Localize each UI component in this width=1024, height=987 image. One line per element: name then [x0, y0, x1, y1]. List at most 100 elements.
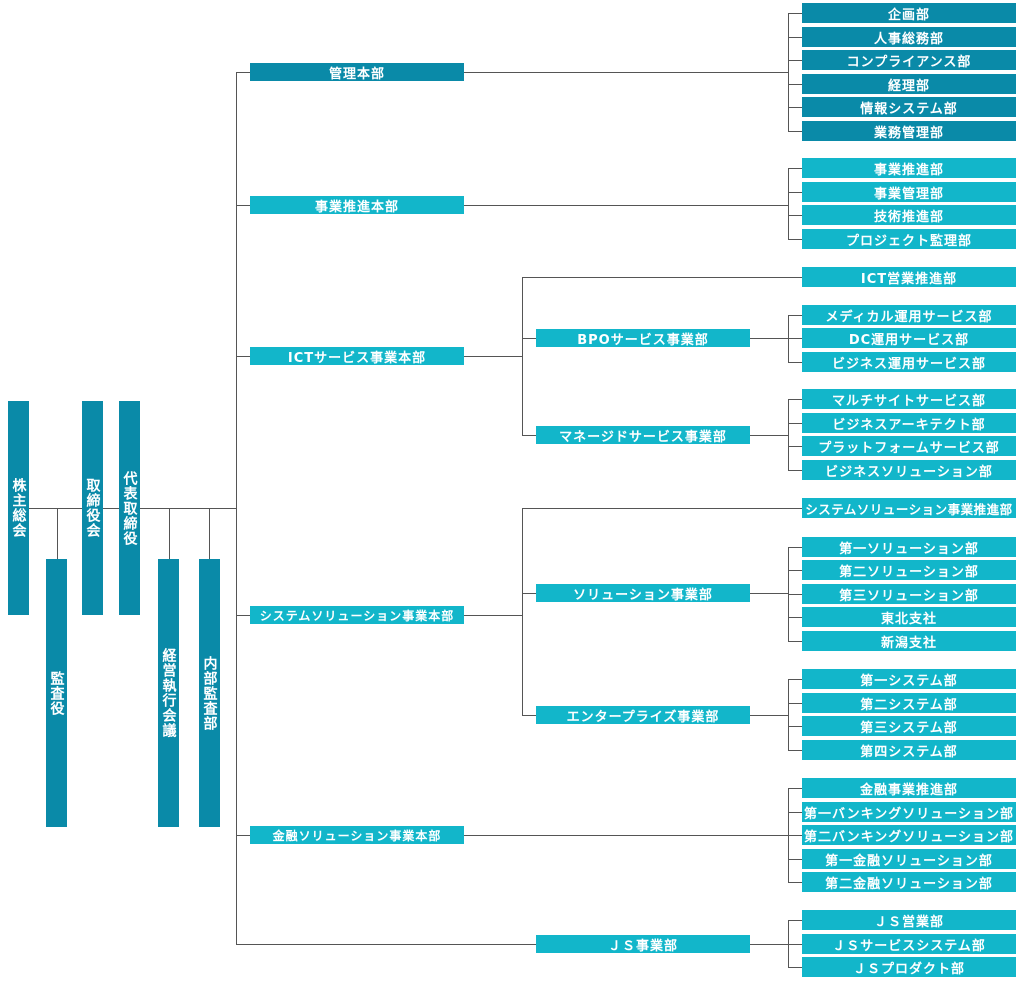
department-box: メディカル運用サービス部 — [802, 305, 1016, 325]
department-box: 第二ソリューション部 — [802, 560, 1016, 580]
department-box: 第一金融ソリューション部 — [802, 849, 1016, 869]
connector-line — [464, 204, 788, 206]
connector-line — [522, 507, 802, 509]
department-box: 東北支社 — [802, 607, 1016, 627]
department-box: マルチサイトサービス部 — [802, 389, 1016, 409]
connector-line — [787, 168, 789, 239]
department-box: システムソリューション事業推進部 — [802, 498, 1016, 518]
connector-line — [788, 569, 802, 571]
governance-body: 株主総会 — [8, 401, 29, 615]
connector-line — [788, 238, 802, 240]
department-box: ICT営業推進部 — [802, 267, 1016, 287]
connector-line — [788, 398, 802, 400]
division-box: システムソリューション事業本部 — [250, 606, 464, 624]
department-box: 第一システム部 — [802, 669, 1016, 689]
connector-line — [788, 469, 802, 471]
department-box: 事業管理部 — [802, 182, 1016, 202]
department-box: 情報システム部 — [802, 97, 1016, 117]
connector-line — [788, 678, 802, 680]
department-box: プロジェクト監理部 — [802, 229, 1016, 249]
business-unit-box: ソリューション事業部 — [536, 584, 750, 602]
connector-line — [521, 277, 523, 435]
department-box: DC運用サービス部 — [802, 328, 1016, 348]
connector-line — [788, 106, 802, 108]
department-box: ビジネス運用サービス部 — [802, 352, 1016, 372]
department-box: 企画部 — [802, 3, 1016, 23]
connector-line — [788, 640, 802, 642]
connector-line — [788, 36, 802, 38]
division-box: ＪＳ事業部 — [536, 935, 750, 953]
connector-line — [522, 434, 536, 436]
department-box: 第一ソリューション部 — [802, 537, 1016, 557]
connector-line — [788, 314, 802, 316]
connector-line — [236, 71, 250, 73]
department-box: ＪＳ営業部 — [802, 910, 1016, 930]
connector-line — [521, 508, 523, 715]
department-box: 経理部 — [802, 74, 1016, 94]
connector-line — [788, 337, 802, 339]
connector-line — [464, 614, 522, 616]
connector-line — [788, 214, 802, 216]
business-unit-box: マネージドサービス事業部 — [536, 426, 750, 444]
department-box: 金融事業推進部 — [802, 778, 1016, 798]
department-box: 技術推進部 — [802, 205, 1016, 225]
department-box: コンプライアンス部 — [802, 50, 1016, 70]
governance-body: 監査役 — [46, 559, 67, 827]
connector-line — [788, 12, 802, 14]
department-box: ビジネスソリューション部 — [802, 460, 1016, 480]
department-box: プラットフォームサービス部 — [802, 436, 1016, 456]
department-box: 第二バンキングソリューション部 — [802, 825, 1016, 845]
governance-body: 取締役会 — [82, 401, 103, 615]
connector-line — [788, 919, 802, 921]
division-box: 金融ソリューション事業本部 — [250, 826, 464, 844]
connector-line — [788, 191, 802, 193]
governance-body: 代表取締役 — [119, 401, 140, 615]
division-box: 事業推進本部 — [250, 196, 464, 214]
department-box: 第四システム部 — [802, 740, 1016, 760]
connector-line — [788, 702, 802, 704]
department-box: 第二システム部 — [802, 693, 1016, 713]
governance-body: 内部監査部 — [199, 559, 220, 827]
department-box: ＪＳサービスシステム部 — [802, 934, 1016, 954]
connector-line — [788, 593, 802, 595]
business-unit-box: エンタープライズ事業部 — [536, 706, 750, 724]
connector-line — [750, 337, 788, 339]
connector-line — [788, 361, 802, 363]
connector-line — [787, 13, 789, 131]
department-box: 業務管理部 — [802, 121, 1016, 141]
connector-line — [236, 204, 250, 206]
department-box: 人事総務部 — [802, 27, 1016, 47]
division-box: ICTサービス事業本部 — [250, 347, 464, 365]
connector-line — [788, 858, 802, 860]
connector-line — [787, 679, 789, 750]
connector-line — [787, 315, 789, 362]
connector-line — [788, 811, 802, 813]
division-box: 管理本部 — [250, 63, 464, 81]
connector-line — [522, 592, 536, 594]
department-box: 事業推進部 — [802, 158, 1016, 178]
department-box: 第三システム部 — [802, 716, 1016, 736]
connector-line — [522, 714, 536, 716]
connector-line — [788, 83, 802, 85]
department-box: 新潟支社 — [802, 631, 1016, 651]
connector-line — [208, 508, 210, 559]
connector-line — [464, 71, 788, 73]
connector-line — [788, 943, 802, 945]
connector-line — [788, 787, 802, 789]
connector-line — [235, 72, 237, 944]
connector-line — [787, 399, 789, 470]
connector-line — [788, 749, 802, 751]
department-box: 第一バンキングソリューション部 — [802, 802, 1016, 822]
connector-line — [750, 714, 788, 716]
connector-line — [464, 355, 522, 357]
connector-line — [788, 616, 802, 618]
connector-line — [788, 834, 802, 836]
department-box: ＪＳプロダクト部 — [802, 957, 1016, 977]
connector-line — [236, 614, 250, 616]
connector-line — [464, 834, 788, 836]
connector-line — [750, 592, 788, 594]
connector-line — [168, 508, 170, 559]
connector-line — [788, 130, 802, 132]
business-unit-box: BPOサービス事業部 — [536, 329, 750, 347]
connector-line — [788, 445, 802, 447]
